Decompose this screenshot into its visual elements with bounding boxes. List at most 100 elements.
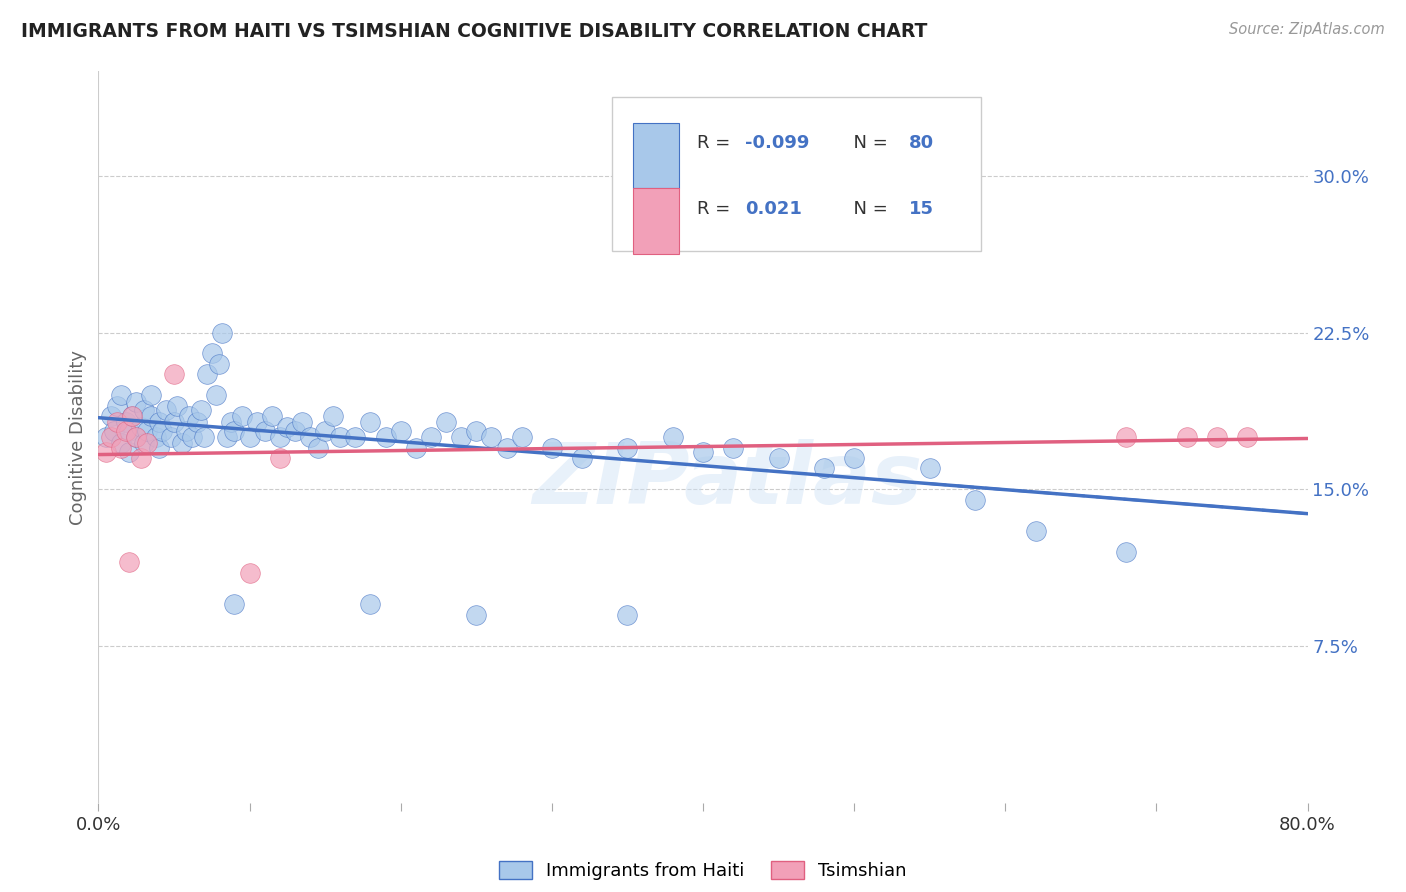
Point xyxy=(148,416,170,430)
Point xyxy=(1206,430,1229,444)
Point xyxy=(768,450,790,465)
Point xyxy=(211,326,233,340)
Point xyxy=(135,424,157,438)
Point xyxy=(110,436,132,450)
Text: R =: R = xyxy=(697,134,735,152)
FancyBboxPatch shape xyxy=(613,97,981,251)
Point xyxy=(450,430,472,444)
Point xyxy=(661,430,683,444)
Point xyxy=(616,607,638,622)
Point xyxy=(118,444,141,458)
Point xyxy=(616,441,638,455)
Point xyxy=(179,409,201,424)
Point xyxy=(121,409,143,424)
Point xyxy=(105,416,128,430)
Point xyxy=(329,430,352,444)
Point xyxy=(155,403,177,417)
Point xyxy=(181,430,204,444)
Text: 80: 80 xyxy=(908,134,934,152)
Point xyxy=(481,430,503,444)
Point xyxy=(571,450,593,465)
Point xyxy=(129,450,152,465)
Point xyxy=(1115,430,1137,444)
Point xyxy=(166,399,188,413)
Point xyxy=(190,403,212,417)
Point xyxy=(201,346,224,360)
Point xyxy=(163,368,186,382)
Point xyxy=(1115,545,1137,559)
Point xyxy=(495,441,517,455)
Point xyxy=(186,416,208,430)
Point xyxy=(132,436,155,450)
Text: -0.099: -0.099 xyxy=(745,134,810,152)
Point xyxy=(723,441,745,455)
Point xyxy=(465,607,488,622)
Text: IMMIGRANTS FROM HAITI VS TSIMSHIAN COGNITIVE DISABILITY CORRELATION CHART: IMMIGRANTS FROM HAITI VS TSIMSHIAN COGNI… xyxy=(21,22,928,41)
Point xyxy=(434,416,457,430)
Point xyxy=(291,416,314,430)
Point xyxy=(253,424,276,438)
Point xyxy=(262,409,284,424)
Point xyxy=(307,441,329,455)
Point xyxy=(844,450,866,465)
Point xyxy=(205,388,228,402)
Text: N =: N = xyxy=(842,200,894,218)
Point xyxy=(100,430,122,444)
Point xyxy=(125,430,148,444)
Point xyxy=(135,436,157,450)
Point xyxy=(813,461,835,475)
Point xyxy=(125,430,148,444)
Point xyxy=(193,430,215,444)
Point xyxy=(1236,430,1258,444)
Point xyxy=(405,441,427,455)
Point xyxy=(150,424,173,438)
Point xyxy=(269,430,291,444)
Point xyxy=(141,409,163,424)
Point xyxy=(148,441,170,455)
Point xyxy=(118,556,141,570)
Point xyxy=(465,424,488,438)
Point xyxy=(299,430,322,444)
Point xyxy=(221,416,243,430)
Point xyxy=(141,388,163,402)
Point xyxy=(360,597,382,611)
Point xyxy=(224,424,246,438)
Point xyxy=(121,409,143,424)
Point xyxy=(170,436,193,450)
Point xyxy=(114,424,136,438)
Point xyxy=(145,430,167,444)
Y-axis label: Cognitive Disability: Cognitive Disability xyxy=(69,350,87,524)
Point xyxy=(110,388,132,402)
Point xyxy=(231,409,253,424)
Point xyxy=(129,419,152,434)
Point xyxy=(163,416,186,430)
Point xyxy=(540,441,562,455)
Point xyxy=(103,424,125,438)
Bar xyxy=(633,122,679,188)
Bar xyxy=(633,188,679,254)
Point xyxy=(344,430,367,444)
Text: Source: ZipAtlas.com: Source: ZipAtlas.com xyxy=(1229,22,1385,37)
Point xyxy=(118,424,141,438)
Point xyxy=(314,424,336,438)
Point xyxy=(510,430,533,444)
Point xyxy=(246,416,269,430)
Point xyxy=(94,444,117,458)
Point xyxy=(100,409,122,424)
Point xyxy=(110,441,132,455)
Point xyxy=(918,461,941,475)
Point xyxy=(125,394,148,409)
Point xyxy=(276,419,298,434)
Point xyxy=(224,597,246,611)
Point xyxy=(94,430,117,444)
Text: 0.021: 0.021 xyxy=(745,200,803,218)
Point xyxy=(174,424,197,438)
Point xyxy=(114,416,136,430)
Text: R =: R = xyxy=(697,200,735,218)
Text: 15: 15 xyxy=(908,200,934,218)
Point xyxy=(239,566,262,580)
Text: N =: N = xyxy=(842,134,894,152)
Point xyxy=(215,430,238,444)
Point xyxy=(965,492,987,507)
Point xyxy=(420,430,443,444)
